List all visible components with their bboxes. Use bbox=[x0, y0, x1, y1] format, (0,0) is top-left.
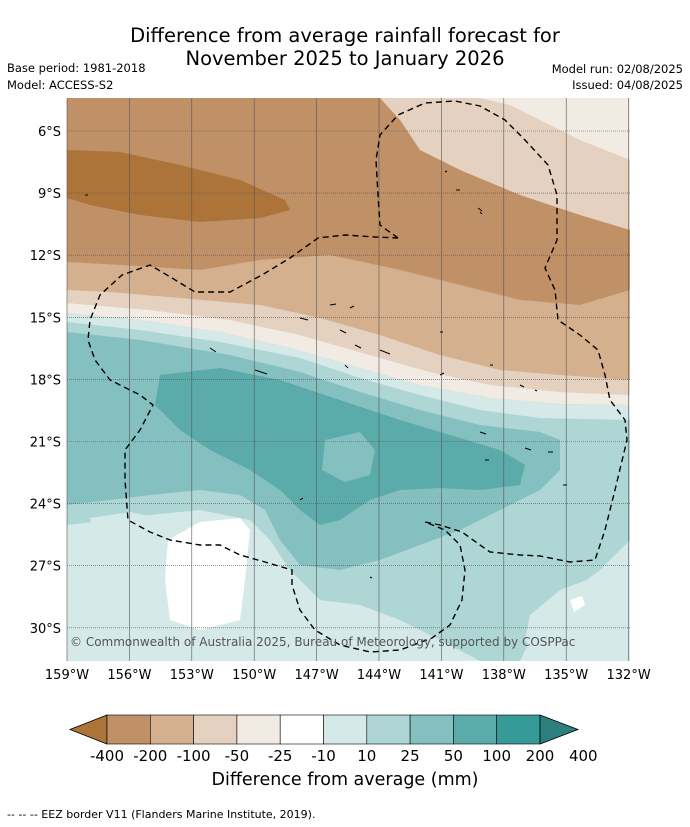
contour-band-wet-light-west bbox=[90, 512, 168, 545]
contour-band-near-average-sw bbox=[165, 518, 250, 630]
contour-band-light-tan bbox=[67, 290, 630, 395]
issued-date: Issued: 04/08/2025 bbox=[572, 78, 683, 92]
copyright-text: © Commonwealth of Australia 2025, Bureau… bbox=[70, 635, 575, 649]
colorbar-segment bbox=[409, 714, 454, 745]
contour-band-tan-south bbox=[67, 255, 630, 380]
colorbar-segment bbox=[106, 714, 151, 745]
latitude-label: 6°S bbox=[38, 125, 61, 140]
latitude-label: 18°S bbox=[30, 373, 61, 388]
contour-band-near-average-dry bbox=[67, 303, 630, 405]
longitude-label: 150°W bbox=[232, 668, 276, 683]
latitude-label: 21°S bbox=[30, 436, 61, 451]
colorbar-tick-label: 200 bbox=[526, 747, 555, 765]
colorbar-segment bbox=[150, 714, 194, 745]
base-period: Base period: 1981-2018 bbox=[7, 61, 146, 75]
longitude-label: 141°W bbox=[419, 668, 463, 683]
colorbar-tick-label: -200 bbox=[133, 747, 167, 765]
latitude-label: 15°S bbox=[30, 311, 61, 326]
longitude-label: 132°W bbox=[607, 668, 651, 683]
longitude-label: 156°W bbox=[107, 668, 151, 683]
colorbar-tick-label: -50 bbox=[225, 747, 250, 765]
contour-band-dark-brown bbox=[67, 150, 290, 222]
contour-band-white-spot-se bbox=[570, 596, 585, 612]
longitude-label: 138°W bbox=[482, 668, 526, 683]
eez-footnote: -- -- -- EEZ border V11 (Flanders Marine… bbox=[7, 808, 316, 821]
colorbar-arrow-right bbox=[539, 714, 580, 745]
colorbar-tick-label: -100 bbox=[177, 747, 211, 765]
model-name: Model: ACCESS-S2 bbox=[7, 78, 114, 92]
colorbar-segment bbox=[323, 714, 368, 745]
latitude-label: 9°S bbox=[38, 187, 61, 202]
contour-band-medium-brown bbox=[67, 98, 630, 305]
longitude-label: 135°W bbox=[544, 668, 588, 683]
longitude-label: 153°W bbox=[170, 668, 214, 683]
colorbar-tick-label: -25 bbox=[268, 747, 293, 765]
title-line-2: November 2025 to January 2026 bbox=[185, 47, 505, 70]
longitude-labels: 159°W 156°W 153°W 150°W 147°W 144°W 141°W 138°W… bbox=[45, 668, 651, 683]
contour-band-lightest-ne bbox=[480, 98, 630, 160]
longitude-label: 147°W bbox=[295, 668, 339, 683]
graticule bbox=[66, 98, 630, 661]
longitude-label: 144°W bbox=[357, 668, 401, 683]
colorbar-tick-label: 25 bbox=[401, 747, 420, 765]
eez-border bbox=[87, 100, 628, 653]
colorbar-tick-label: 400 bbox=[569, 747, 598, 765]
latitude-label: 27°S bbox=[30, 560, 61, 575]
rainfall-contours bbox=[67, 98, 630, 661]
colorbar: -400 -200 -100 -50 -25 -10 10 25 50 100 200 400 bbox=[68, 714, 598, 765]
colorbar-tick-label: -10 bbox=[311, 747, 336, 765]
latitude-label: 24°S bbox=[30, 498, 61, 513]
colorbar-segment bbox=[279, 714, 324, 745]
colorbar-segment bbox=[366, 714, 411, 745]
model-run: Model run: 02/08/2025 bbox=[551, 62, 683, 76]
colorbar-segment bbox=[236, 714, 281, 745]
latitude-labels: 6°S 9°S 12°S 15°S 18°S 21°S 24°S 27°S 30°S bbox=[30, 125, 61, 637]
colorbar-tick-label: 100 bbox=[482, 747, 511, 765]
colorbar-tick-label: -400 bbox=[90, 747, 124, 765]
colorbar-tick-label: 50 bbox=[444, 747, 463, 765]
colorbar-segment bbox=[496, 714, 541, 745]
colorbar-segment bbox=[193, 714, 238, 745]
contour-band-inner-light bbox=[322, 432, 375, 482]
latitude-label: 12°S bbox=[30, 249, 61, 264]
colorbar-arrow-left bbox=[68, 714, 108, 745]
latitude-label: 30°S bbox=[30, 622, 61, 637]
contour-band-wet-light-se bbox=[525, 560, 630, 661]
colorbar-segment bbox=[453, 714, 497, 745]
title-line-1: Difference from average rainfall forecas… bbox=[130, 24, 560, 47]
longitude-label: 159°W bbox=[45, 668, 89, 683]
colorbar-title: Difference from average (mm) bbox=[211, 770, 479, 790]
islands bbox=[85, 170, 567, 579]
colorbar-tick-label: 10 bbox=[357, 747, 376, 765]
